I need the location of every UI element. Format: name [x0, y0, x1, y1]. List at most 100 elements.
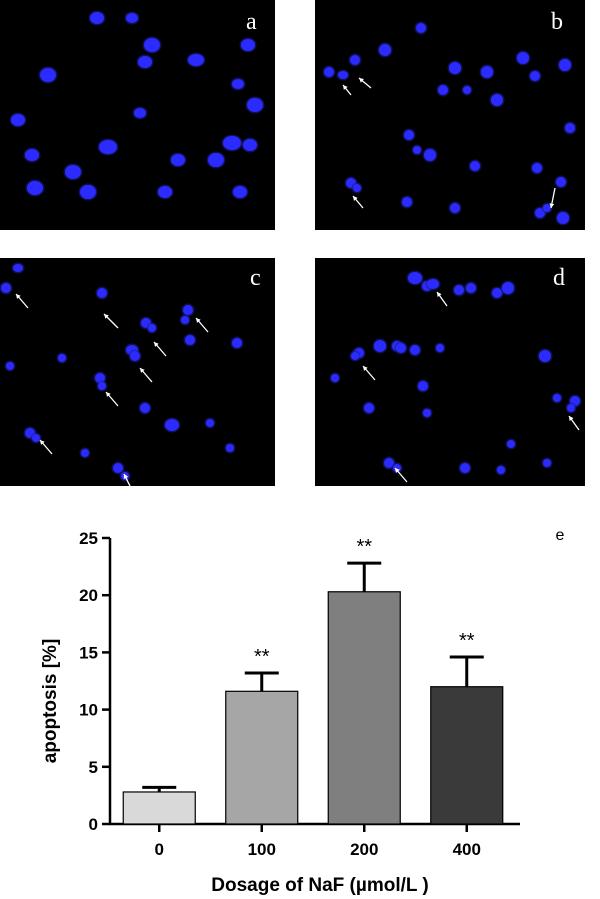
arrow-head: [40, 440, 45, 445]
nucleus: [532, 163, 542, 173]
y-tick-label: 10: [79, 701, 98, 720]
nucleus: [226, 444, 234, 452]
nucleus: [233, 186, 247, 198]
nucleus: [81, 449, 89, 457]
arrow-head: [106, 392, 111, 397]
nucleus: [130, 351, 140, 361]
nucleus: [350, 55, 360, 65]
nucleus: [158, 186, 172, 198]
micrograph-panel-d: d: [315, 258, 585, 486]
x-tick-label: 100: [248, 840, 276, 859]
nucleus: [517, 52, 529, 64]
nucleus: [423, 409, 431, 417]
nucleus: [11, 114, 25, 126]
bar: [327, 591, 401, 825]
arrow-head: [437, 292, 442, 297]
arrow-head: [359, 78, 364, 83]
nucleus: [241, 39, 255, 51]
nucleus: [530, 71, 540, 81]
nucleus: [223, 136, 241, 150]
nucleus: [98, 382, 106, 390]
nucleus: [424, 149, 436, 161]
nucleus: [466, 283, 476, 293]
nucleus: [27, 181, 43, 195]
nucleus: [556, 177, 566, 187]
nucleus: [99, 140, 117, 154]
micrograph-panel-a: a: [0, 0, 275, 230]
nucleus: [364, 403, 374, 413]
micrograph-panel-c: c: [0, 258, 275, 486]
arrow-head: [363, 366, 368, 371]
nucleus: [427, 279, 439, 289]
nucleus: [492, 288, 502, 298]
nucleus: [396, 343, 406, 353]
nucleus: [463, 86, 471, 94]
nucleus: [324, 67, 334, 77]
nucleus: [183, 305, 193, 315]
nucleus: [418, 381, 428, 391]
nucleus: [402, 197, 412, 207]
arrow-head: [196, 318, 201, 323]
nucleus: [454, 285, 464, 295]
y-tick-label: 20: [79, 586, 98, 605]
nucleus: [58, 354, 66, 362]
nucleus: [206, 419, 214, 427]
micrograph-panel-b: b: [315, 0, 585, 230]
nucleus: [40, 68, 56, 82]
nucleus: [32, 434, 40, 442]
nucleus: [90, 12, 104, 24]
bar: [122, 791, 196, 825]
x-tick-label: 0: [155, 840, 164, 859]
nucleus: [113, 463, 123, 473]
nucleus: [65, 165, 81, 179]
x-axis-title: Dosage of NaF (µmol/L ): [211, 875, 429, 896]
nuclei-image-c: [0, 262, 244, 486]
nucleus: [565, 123, 575, 133]
nucleus: [408, 272, 422, 284]
nuclei-image-a: [9, 10, 265, 201]
nucleus: [416, 23, 426, 33]
nucleus: [470, 161, 480, 171]
nucleus: [25, 149, 39, 161]
nucleus: [13, 264, 23, 272]
nucleus: [351, 352, 359, 360]
nucleus: [450, 203, 460, 213]
nucleus: [185, 335, 195, 345]
nucleus: [171, 154, 185, 166]
nucleus: [138, 56, 152, 68]
x-tick-label: 200: [350, 840, 378, 859]
nucleus: [148, 324, 156, 332]
nuclei-image-b: [322, 21, 577, 226]
nucleus: [353, 184, 361, 192]
nucleus: [502, 282, 514, 294]
nucleus: [543, 459, 551, 467]
significance-label: **: [254, 646, 270, 668]
nucleus: [553, 394, 561, 402]
arrow-head: [16, 294, 21, 299]
nucleus: [80, 185, 96, 199]
nucleus: [181, 316, 189, 324]
nucleus: [247, 98, 263, 112]
nucleus: [134, 108, 146, 118]
nucleus: [144, 38, 160, 52]
nucleus: [497, 466, 505, 474]
nucleus: [243, 139, 257, 151]
apoptosis-bar-chart: e 0 5 10 15 20 25 0 ** 100 ** 200 ** 400 Dosage of NaF…: [40, 527, 565, 896]
significance-label: **: [356, 536, 372, 558]
nucleus: [404, 130, 414, 140]
nucleus: [438, 85, 448, 95]
nucleus: [140, 403, 150, 413]
nucleus: [567, 404, 575, 412]
nucleus: [232, 338, 242, 348]
y-axis-title: apoptosis [%]: [40, 639, 61, 764]
nucleus: [95, 373, 105, 383]
arrow-head: [140, 368, 145, 373]
nucleus: [126, 13, 138, 23]
nucleus: [232, 79, 244, 89]
nucleus: [413, 146, 421, 154]
nucleus: [557, 212, 569, 224]
nuclei-image-d: [329, 270, 582, 483]
arrow-head: [395, 468, 400, 473]
panel-label-a: a: [246, 9, 257, 35]
nucleus: [379, 44, 391, 56]
